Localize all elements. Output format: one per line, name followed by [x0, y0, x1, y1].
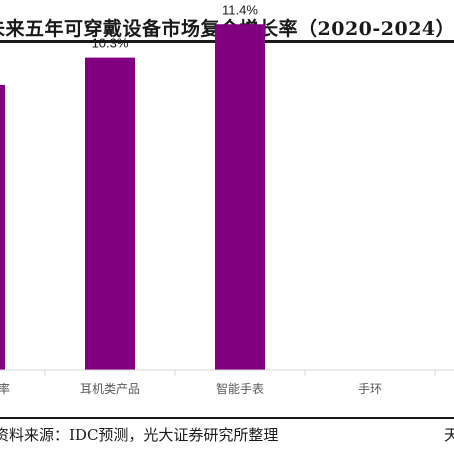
category-label-3: 手环 [358, 382, 382, 396]
corner-mark: 天 [444, 426, 454, 444]
data-label-1: 10.3% [92, 36, 129, 51]
category-label-1: 耳机类产品 [80, 382, 140, 396]
bar-1 [85, 57, 135, 370]
category-label-2: 智能手表 [216, 381, 264, 396]
data-label-2: 11.4% [222, 2, 258, 17]
footer-divider [0, 417, 454, 419]
bar-0 [0, 84, 5, 370]
bar-2 [215, 24, 265, 370]
category-label-0: 整体增长率 [0, 381, 10, 396]
source-note: 资料来源：IDC预测，光大证券研究所整理 [0, 426, 279, 444]
